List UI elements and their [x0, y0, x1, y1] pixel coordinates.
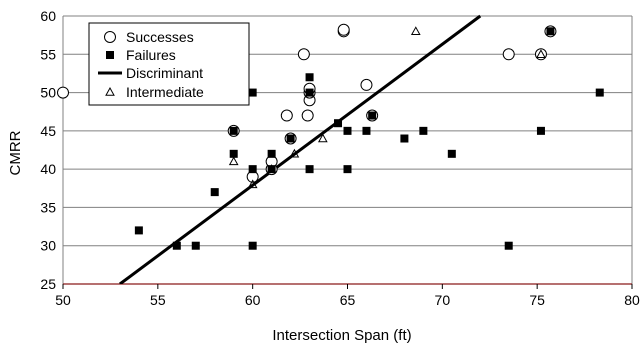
failure-point — [305, 165, 314, 174]
failure-point — [343, 165, 352, 174]
y-tick-label: 25 — [40, 276, 56, 292]
success-point — [502, 48, 515, 61]
y-tick-label: 55 — [40, 46, 56, 62]
failure-point — [305, 88, 314, 97]
legend-label-failures: Failures — [126, 47, 176, 63]
intermediate-point — [289, 148, 300, 158]
failure-point — [419, 126, 428, 135]
failure-point — [267, 149, 276, 158]
x-tick-label: 70 — [435, 292, 451, 308]
legend-triangle-marker — [105, 86, 115, 96]
legend-circle-marker — [104, 31, 116, 43]
failure-point — [504, 241, 513, 250]
x-tick-label: 75 — [529, 292, 545, 308]
legend-label-successes: Successes — [126, 29, 194, 45]
success-point — [337, 23, 350, 36]
legend-label-intermediate: Intermediate — [126, 84, 204, 100]
x-tick-label: 55 — [150, 292, 166, 308]
failure-point — [546, 27, 555, 36]
y-tick-label: 40 — [40, 161, 56, 177]
failure-point — [447, 149, 456, 158]
legend: Successes Failures Discriminant Intermediat… — [88, 22, 250, 106]
x-tick-label: 65 — [340, 292, 356, 308]
success-point — [360, 78, 373, 91]
failure-point — [172, 241, 181, 250]
y-tick-label: 60 — [40, 8, 56, 24]
failure-point — [210, 188, 219, 197]
success-point — [280, 109, 293, 122]
failure-point — [229, 149, 238, 158]
data-series — [57, 14, 604, 284]
intermediate-point — [247, 179, 258, 189]
y-axis-title: CMRR — [7, 130, 24, 175]
success-point — [57, 86, 69, 99]
y-tick-label: 50 — [40, 85, 56, 101]
x-tick-label: 80 — [624, 292, 640, 308]
legend-square-marker — [106, 51, 114, 59]
failure-point — [248, 241, 257, 250]
failure-point — [248, 88, 257, 97]
intermediate-point — [410, 26, 421, 36]
failure-point — [362, 126, 371, 135]
y-tick-label: 45 — [40, 123, 56, 139]
x-axis-title: Intersection Span (ft) — [272, 327, 411, 344]
failure-point — [343, 126, 352, 135]
intermediate-point — [266, 164, 277, 173]
failure-point — [536, 126, 545, 135]
discriminant-line — [119, 14, 482, 284]
axes — [62, 16, 633, 289]
y-tick-label: 30 — [40, 238, 56, 254]
x-tick-label: 50 — [55, 292, 71, 308]
intermediate-point — [536, 49, 546, 58]
failure-point — [595, 88, 604, 97]
failure-point — [286, 134, 295, 143]
y-tick-labels: 25 30 35 40 45 50 55 60 — [40, 8, 56, 292]
failure-point — [267, 165, 276, 174]
failure-point — [368, 111, 377, 120]
success-point — [301, 109, 314, 122]
failure-point — [305, 73, 314, 82]
failure-point — [191, 241, 200, 250]
failure-point — [134, 226, 143, 235]
failure-point — [400, 134, 409, 143]
failure-point — [248, 165, 257, 174]
x-tick-label: 60 — [245, 292, 261, 308]
x-tick-labels: 50 55 60 65 70 75 80 — [55, 292, 640, 308]
failure-point — [334, 119, 343, 128]
legend-label-discriminant: Discriminant — [126, 65, 203, 81]
failure-point — [229, 126, 238, 135]
y-tick-label: 35 — [40, 199, 56, 215]
intermediate-point — [317, 133, 328, 143]
success-point — [297, 48, 310, 61]
intermediate-point — [228, 156, 239, 166]
